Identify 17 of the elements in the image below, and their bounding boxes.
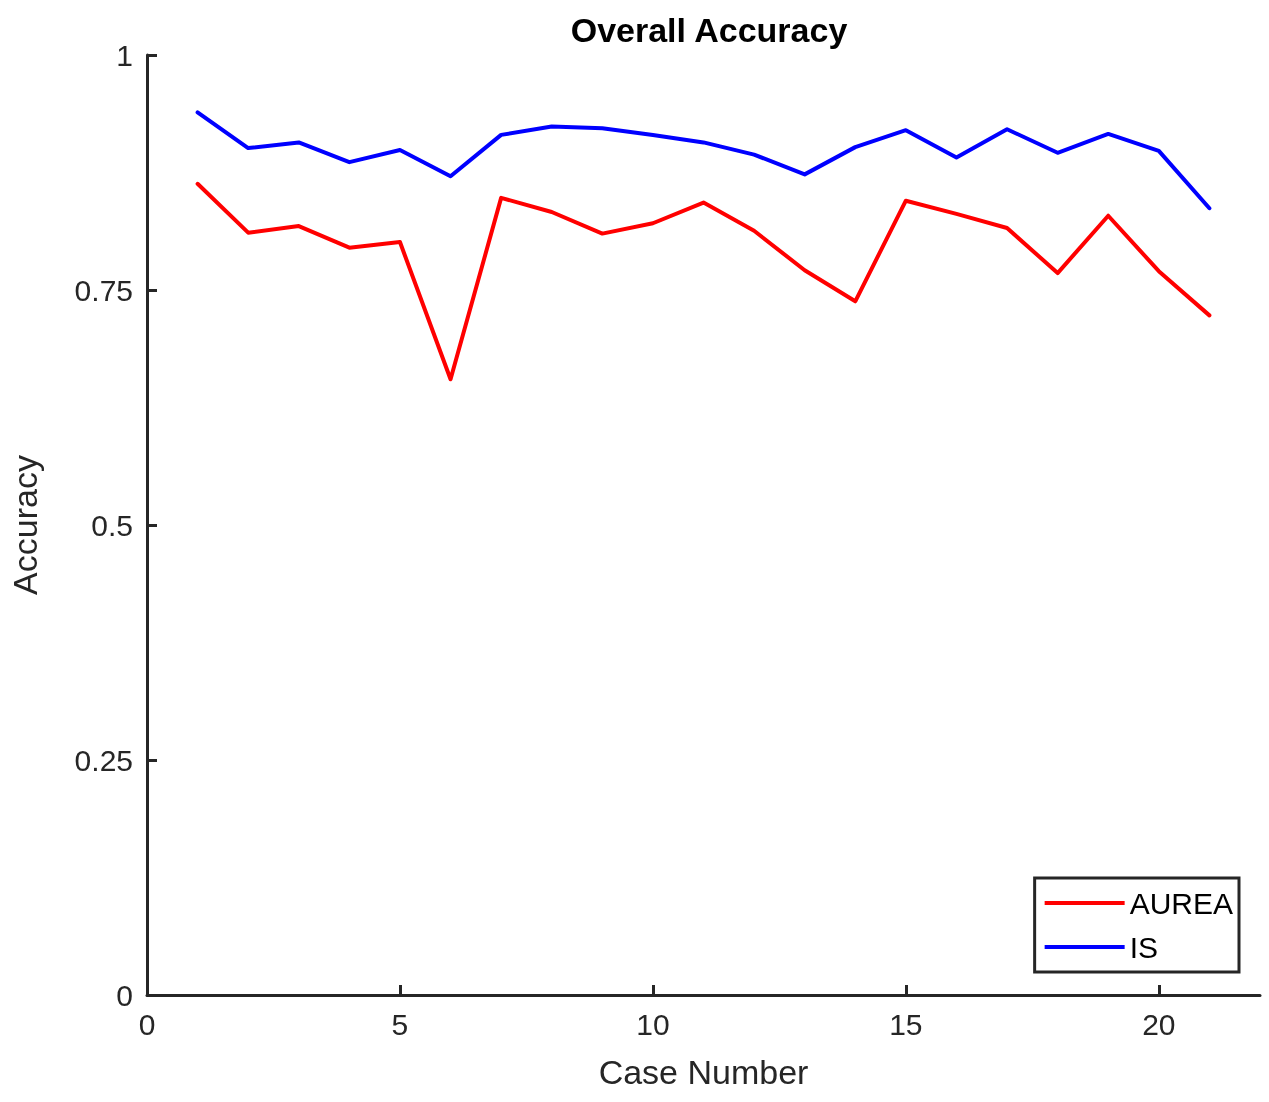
x-tick-label: 20: [1142, 1007, 1176, 1041]
x-tick-label: 15: [889, 1007, 923, 1041]
x-axis-title: Case Number: [598, 1053, 809, 1091]
y-tick-label: 1: [116, 38, 133, 72]
y-tick-label: 0.25: [74, 743, 133, 777]
legend-label: IS: [1129, 930, 1158, 964]
y-axis-title: Accuracy: [6, 455, 44, 595]
line-series: [195, 181, 1212, 382]
y-tick-label: 0: [116, 978, 133, 1012]
y-tick-label: 0.5: [91, 508, 133, 542]
x-tick-label: 5: [391, 1007, 409, 1041]
legend-label: AUREA: [1129, 886, 1233, 920]
x-tick-label: 0: [138, 1007, 156, 1041]
y-tick-label: 0.75: [74, 273, 133, 307]
chart-title: Overall Accuracy: [570, 11, 848, 49]
line-series: [195, 110, 1212, 211]
x-tick-label: 10: [636, 1007, 670, 1041]
